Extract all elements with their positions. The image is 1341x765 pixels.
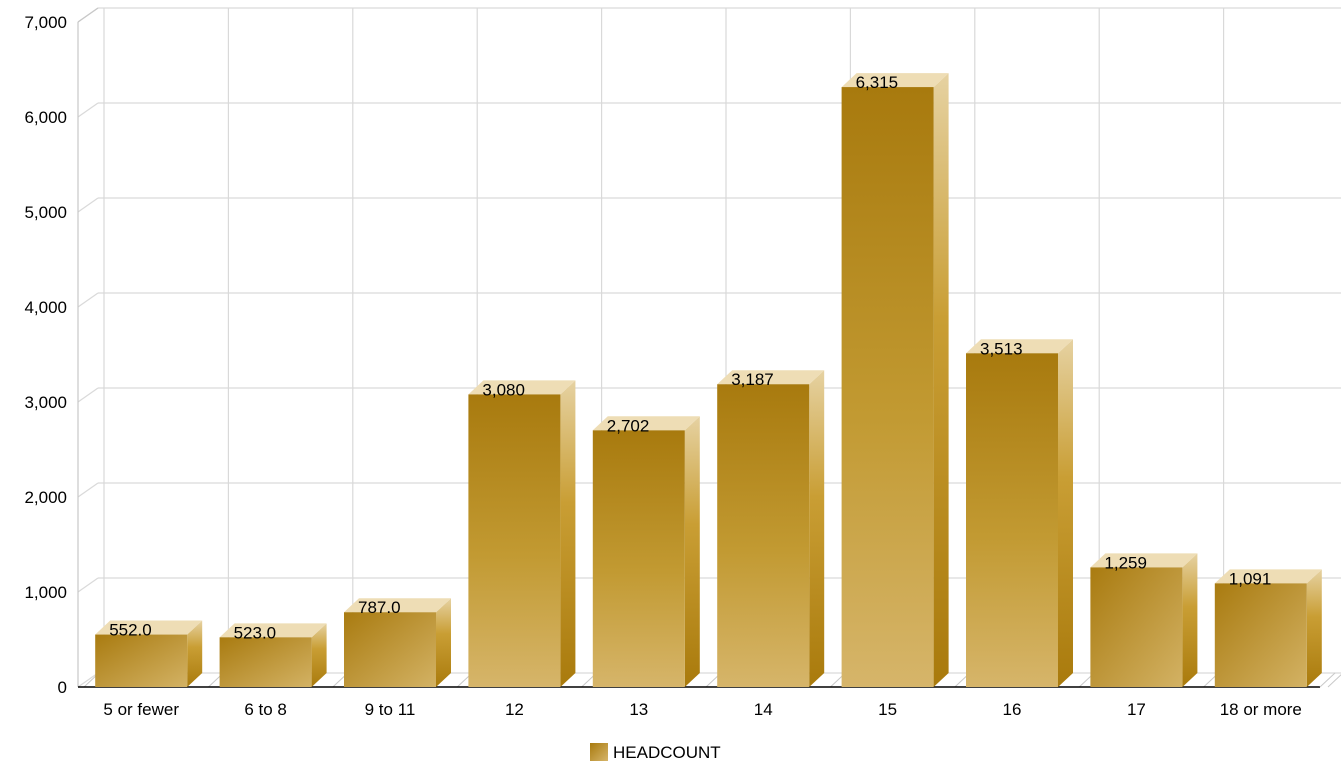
bar-10 <box>1214 569 1322 687</box>
y-tick-label: 2,000 <box>24 488 67 507</box>
x-tick-label: 17 <box>1127 700 1146 719</box>
bar-top <box>1090 553 1198 568</box>
bar-side <box>933 73 949 687</box>
gridline-wall <box>77 102 99 118</box>
bar-6 <box>717 370 825 687</box>
bar-side <box>311 623 327 687</box>
legend-label-headcount: HEADCOUNT <box>613 743 721 762</box>
bar-side <box>1306 569 1322 687</box>
bar-2 <box>219 623 327 687</box>
bar-front <box>841 87 934 687</box>
bar-4 <box>468 380 576 687</box>
labels: 0 1,000 2,000 3,000 4,000 5,000 6,000 7,000 552.… <box>24 13 1301 719</box>
bar-side <box>560 380 576 687</box>
bar-9 <box>1090 553 1198 687</box>
gridline-wall <box>77 577 99 593</box>
gridline-wall <box>77 482 99 498</box>
x-tick-label: 13 <box>629 700 648 719</box>
bar-side <box>436 598 451 687</box>
bar-top <box>841 73 949 88</box>
bar-8 <box>966 339 1073 687</box>
bar-value-label: 1,259 <box>1104 553 1147 572</box>
bar-front <box>592 430 685 687</box>
x-tick-label: 12 <box>505 700 524 719</box>
y-tick-label: 1,000 <box>24 583 67 602</box>
bar-1 <box>95 620 203 687</box>
bar-value-label: 6,315 <box>856 73 899 92</box>
bar-top <box>344 598 451 613</box>
bar-3 <box>344 598 451 687</box>
y-tick-label: 5,000 <box>24 203 67 222</box>
bar-side <box>187 620 203 687</box>
y-tick-label: 4,000 <box>24 298 67 317</box>
bar-front <box>95 634 188 687</box>
gridline-wall <box>77 387 99 403</box>
y-tick-label: 7,000 <box>24 13 67 32</box>
bar-value-label: 3,187 <box>731 370 774 389</box>
bar-value-label: 3,513 <box>980 339 1023 358</box>
x-tick-label: 14 <box>754 700 773 719</box>
y-tick-label: 3,000 <box>24 393 67 412</box>
bar-front <box>966 353 1058 687</box>
x-tick-label: 5 or fewer <box>103 700 179 719</box>
gridline-wall <box>77 672 99 688</box>
bar-value-label: 3,080 <box>482 380 525 399</box>
bar-top <box>966 339 1073 354</box>
bar-top <box>95 620 203 635</box>
bar-side <box>809 370 825 687</box>
x-tick-label: 9 to 11 <box>365 700 416 719</box>
x-tick-label: 16 <box>1003 700 1022 719</box>
bar-front <box>219 637 312 687</box>
bar-top <box>219 623 327 638</box>
bar-front <box>1090 567 1183 687</box>
x-tick-label: 15 <box>878 700 897 719</box>
bar-front <box>717 384 810 687</box>
legend-swatch <box>590 743 608 761</box>
bar-value-label: 523.0 <box>234 623 277 642</box>
x-tick-label: 6 to 8 <box>244 700 287 719</box>
bar-side <box>1058 339 1073 687</box>
bar-value-label: 787.0 <box>358 598 401 617</box>
bar-top <box>1214 569 1322 584</box>
x-tick-label: 18 or more <box>1220 700 1302 719</box>
bar-7 <box>841 73 949 687</box>
gridline-wall <box>77 292 99 308</box>
bar-front <box>344 612 436 687</box>
bar-value-label: 1,091 <box>1229 569 1272 588</box>
bar-5 <box>592 416 700 687</box>
bar-value-label: 2,702 <box>607 416 650 435</box>
y-tick-label: 0 <box>58 678 67 697</box>
legend: HEADCOUNT <box>590 743 721 762</box>
wall-top-edge <box>77 7 99 23</box>
bars <box>95 73 1322 687</box>
bar-top <box>592 416 700 431</box>
gridline-wall <box>77 197 99 213</box>
y-tick-label: 6,000 <box>24 108 67 127</box>
bar-top <box>468 380 576 395</box>
bar-front <box>1214 583 1307 687</box>
bar-side <box>684 416 700 687</box>
floor-tick <box>1327 674 1341 688</box>
bar-side <box>1182 553 1198 687</box>
bar-value-label: 552.0 <box>109 621 152 640</box>
floor-edge <box>1319 672 1336 688</box>
bar-front <box>468 394 561 687</box>
bar-top <box>717 370 825 385</box>
